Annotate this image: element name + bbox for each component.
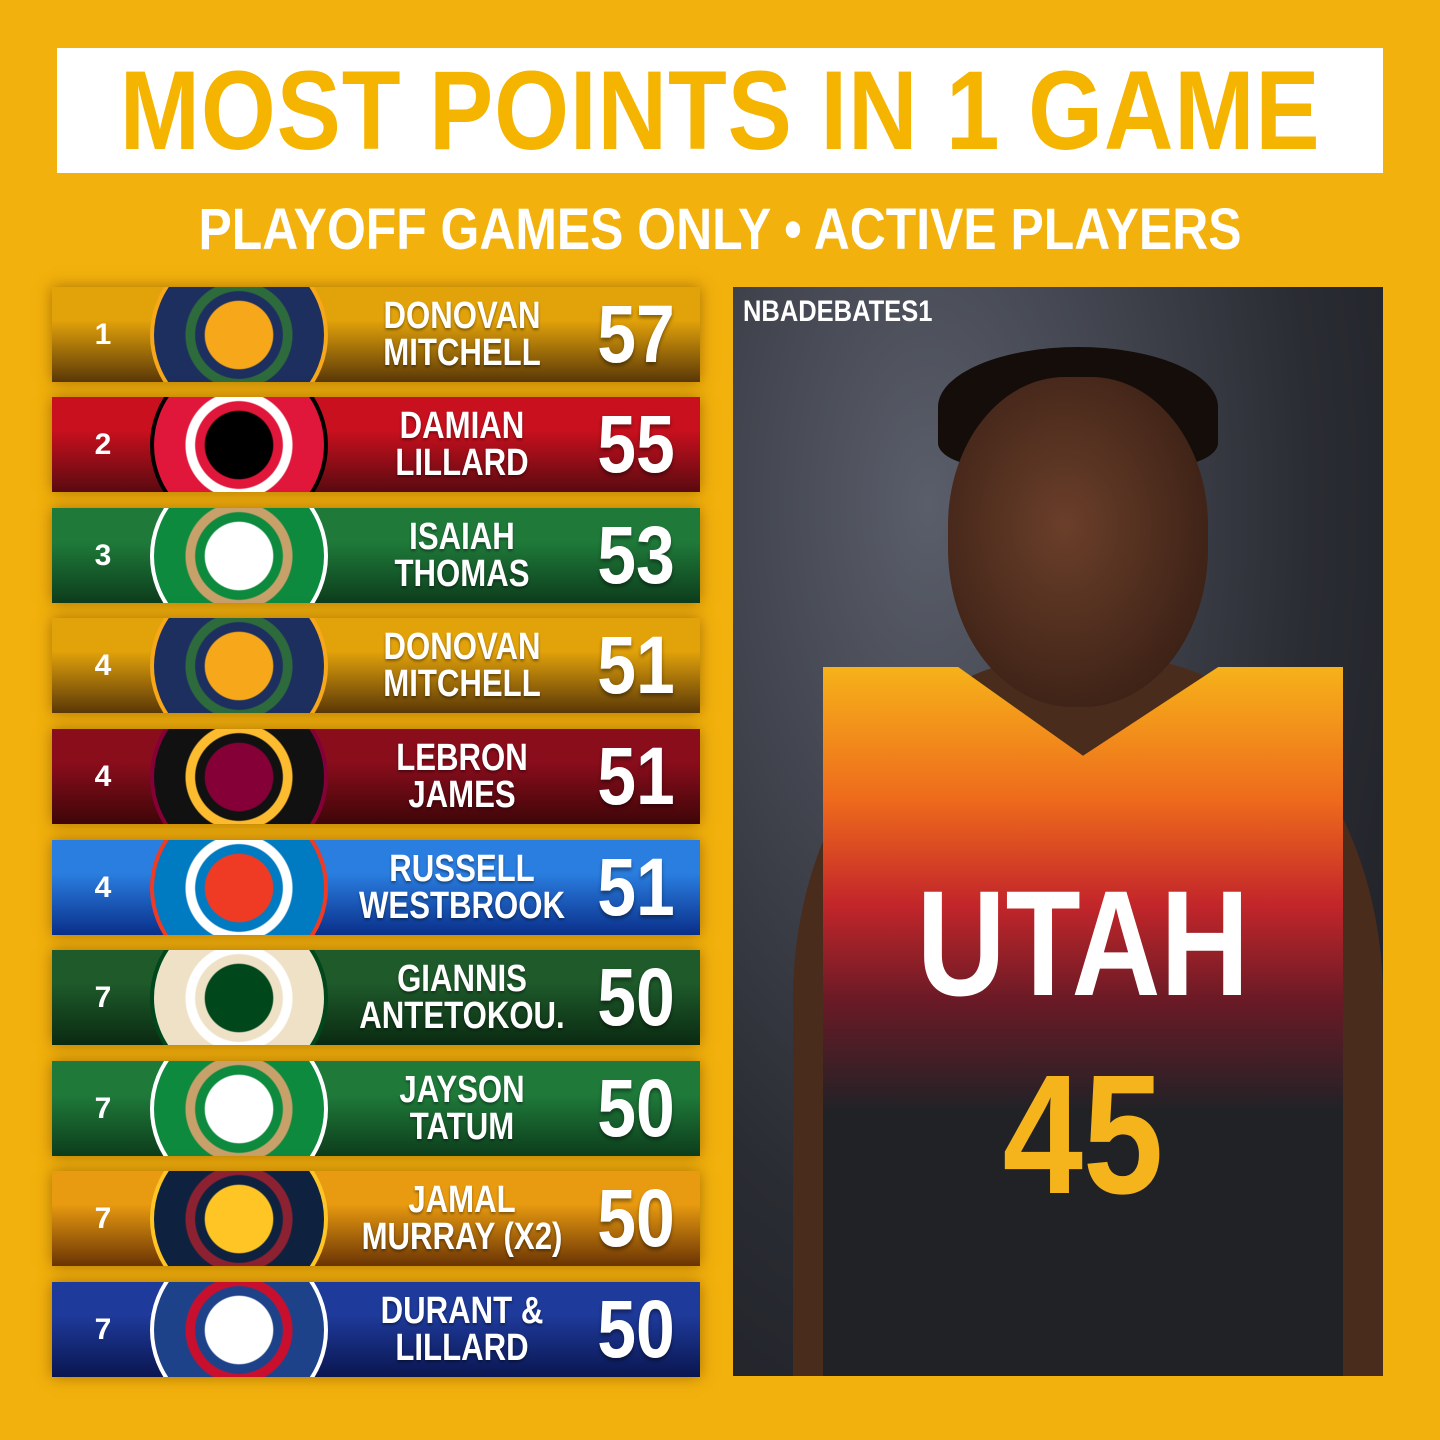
rank: 7 <box>94 1201 112 1235</box>
points: 50 <box>597 1283 675 1375</box>
points: 57 <box>597 288 675 380</box>
okc-thunder-logo-icon <box>150 840 328 935</box>
player-name: GIANNIS ANTETOKOU. <box>359 950 564 1045</box>
rank: 4 <box>94 870 112 904</box>
jersey <box>823 667 1343 1376</box>
points: 51 <box>597 619 675 711</box>
player-second-line: MITCHELL <box>383 662 541 705</box>
points: 50 <box>597 1172 675 1264</box>
leaderboard-row: 1 DONOVAN MITCHELL 57 <box>52 287 700 382</box>
cleveland-cavaliers-logo-icon <box>150 729 328 824</box>
player-first-line: DAMIAN <box>399 404 525 447</box>
leaderboard-row: 7 JAMAL MURRAY (X2) 50 <box>52 1171 700 1266</box>
rank: 7 <box>94 1091 112 1125</box>
leaderboard-row: 4 LEBRON JAMES 51 <box>52 729 700 824</box>
player-first-line: RUSSELL <box>389 847 535 890</box>
player-first-line: DURANT & <box>380 1289 544 1332</box>
page-subtitle: PLAYOFF GAMES ONLY • ACTIVE PLAYERS <box>198 197 1242 262</box>
player-second-line: LILLARD <box>395 1326 529 1369</box>
leaderboard-row: 7 JAYSON TATUM 50 <box>52 1061 700 1156</box>
milwaukee-bucks-logo-icon <box>150 950 328 1045</box>
player-first-line: DONOVAN <box>383 294 541 337</box>
player-first-line: DONOVAN <box>383 625 541 668</box>
player-name: JAMAL MURRAY (X2) <box>361 1171 563 1266</box>
player-name: ISAIAH THOMAS <box>364 508 561 603</box>
leaderboard-row: 7 DURANT & LILLARD 50 <box>52 1282 700 1377</box>
player-name: JAYSON TATUM <box>364 1061 561 1156</box>
player-second-line: LILLARD <box>395 441 529 484</box>
points: 55 <box>597 398 675 490</box>
boston-celtics-logo-icon <box>150 1061 328 1156</box>
player-second-line: MITCHELL <box>383 331 541 374</box>
jersey-text: UTAH <box>916 859 1250 1027</box>
rank: 4 <box>94 759 112 793</box>
leaderboard-row: 4 DONOVAN MITCHELL 51 <box>52 618 700 713</box>
leaderboard-row: 4 RUSSELL WESTBROOK 51 <box>52 840 700 935</box>
rank: 7 <box>94 1312 112 1346</box>
utah-jazz-logo-icon <box>150 618 328 713</box>
page-title: MOST POINTS IN 1 GAME <box>119 48 1321 173</box>
rank: 4 <box>94 648 112 682</box>
player-second-line: JAMES <box>408 773 516 816</box>
leaderboard-row: 3 ISAIAH THOMAS 53 <box>52 508 700 603</box>
player-head <box>948 377 1208 707</box>
points: 53 <box>597 509 675 601</box>
points: 50 <box>597 1062 675 1154</box>
player-first-line: ISAIAH <box>409 515 515 558</box>
player-name: DONOVAN MITCHELL <box>364 287 561 382</box>
rank: 2 <box>94 427 112 461</box>
player-first-line: JAYSON <box>399 1068 525 1111</box>
utah-jazz-logo-icon <box>150 287 328 382</box>
player-photo: UTAH 45 NBADEBATES1 <box>733 287 1383 1376</box>
player-second-line: WESTBROOK <box>359 884 565 927</box>
rank: 7 <box>94 980 112 1014</box>
title-banner: MOST POINTS IN 1 GAME <box>57 48 1383 173</box>
player-name: DAMIAN LILLARD <box>364 397 561 492</box>
points: 51 <box>597 841 675 933</box>
portland-trail-blazers-logo-icon <box>150 397 328 492</box>
leaderboard-row: 2 DAMIAN LILLARD 55 <box>52 397 700 492</box>
boston-celtics-logo-icon <box>150 508 328 603</box>
denver-nuggets-logo-icon <box>150 1171 328 1266</box>
player-second-line: THOMAS <box>394 552 530 595</box>
player-second-line: TATUM <box>409 1105 515 1148</box>
player-name: RUSSELL WESTBROOK <box>359 840 565 935</box>
player-first-line: JAMAL <box>408 1178 516 1221</box>
player-first-line: LEBRON <box>396 736 528 779</box>
watermark: NBADEBATES1 <box>743 295 933 328</box>
leaderboard-row: 7 GIANNIS ANTETOKOU. 50 <box>52 950 700 1045</box>
rank: 3 <box>94 538 112 572</box>
player-name: DURANT & LILLARD <box>364 1282 561 1377</box>
player-first-line: GIANNIS <box>397 957 527 1000</box>
player-name: DONOVAN MITCHELL <box>364 618 561 713</box>
points: 51 <box>597 730 675 822</box>
jersey-number: 45 <box>1002 1040 1164 1230</box>
nba-logo-icon <box>150 1282 328 1377</box>
player-second-line: ANTETOKOU. <box>359 994 565 1037</box>
player-name: LEBRON JAMES <box>364 729 561 824</box>
rank: 1 <box>94 317 112 351</box>
player-second-line: MURRAY (X2) <box>361 1215 563 1258</box>
points: 50 <box>597 951 675 1043</box>
